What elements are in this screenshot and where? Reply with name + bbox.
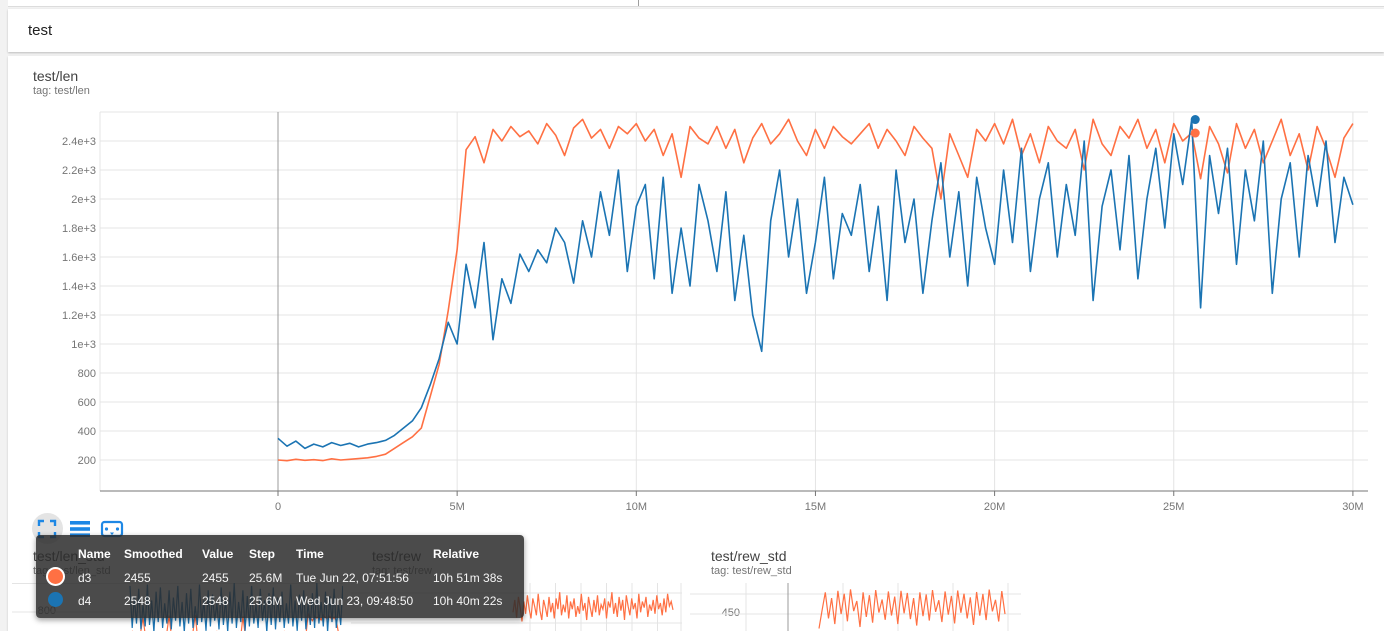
rew-std-y-tick-label: 450 <box>721 607 740 619</box>
previous-card-remnant <box>8 0 1384 7</box>
axis-tick-label: 25M <box>1163 501 1184 513</box>
axis-tick-label: 2e+3 <box>71 194 96 206</box>
axis-tick-label: 600 <box>78 397 96 409</box>
tooltip-cell-name: d3 <box>78 570 92 585</box>
tooltip-run-row: d4 2548 2548 25.6M Wed Jun 23, 09:48:50 10h 4… <box>48 589 524 612</box>
axis-tick-label: 20M <box>984 501 1005 513</box>
run-color-swatch <box>48 591 63 607</box>
series-line-d3 <box>512 592 674 622</box>
series-line-d4 <box>277 118 1354 450</box>
axis-tick-label: 2.4e+3 <box>62 136 96 148</box>
axis-tick-label: 5M <box>450 501 465 513</box>
axis-tick-label: 10M <box>626 501 647 513</box>
hover-tooltip: Name Smoothed Value Step Time Relative d3 2455 2… <box>36 535 524 618</box>
tooltip-cell-time: Tue Jun 22, 07:51:56 <box>296 570 409 585</box>
axis-tick-label: 2.2e+3 <box>62 165 96 177</box>
axis-tick-label: 0 <box>275 501 281 513</box>
tooltip-cell-value: 2455 <box>202 570 229 585</box>
chart-tag-rew-std: tag: test/rew_std <box>711 565 792 577</box>
category-title: test <box>28 22 53 39</box>
tooltip-header-time: Time <box>296 547 324 561</box>
run-color-swatch <box>48 568 63 584</box>
tooltip-header-row: Name Smoothed Value Step Time Relative <box>48 542 524 566</box>
series-line-d3 <box>818 589 1006 629</box>
previous-chart-axis-remnant <box>638 0 639 6</box>
chart-title-rew-std: test/rew_std <box>711 548 787 564</box>
tooltip-cell-relative: 10h 51m 38s <box>433 570 503 585</box>
tooltip-cell-time: Wed Jun 23, 09:48:50 <box>296 593 414 608</box>
axis-tick-label: 1.2e+3 <box>62 310 96 322</box>
main-chart-plot[interactable]: 200 400 600 800 1e+3 1.2e+3 1.4e+3 1.6e+3 1.8e+3… <box>12 110 1380 522</box>
category-header-test[interactable]: test <box>8 9 1384 52</box>
rew-std-chart-plot[interactable] <box>690 583 1021 631</box>
axis-tick-label: 1.4e+3 <box>62 281 96 293</box>
tooltip-header-name: Name <box>78 547 111 561</box>
tooltip-cell-name: d4 <box>78 593 92 608</box>
tooltip-cell-smoothed: 2548 <box>124 593 151 608</box>
tooltip-cell-step: 25.6M <box>249 570 283 585</box>
tooltip-cell-smoothed: 2455 <box>124 570 151 585</box>
axis-tick-label: 1e+3 <box>71 339 96 351</box>
axis-tick-label: 800 <box>78 368 96 380</box>
tooltip-cell-step: 25.6M <box>249 593 283 608</box>
tooltip-cell-value: 2548 <box>202 593 229 608</box>
tooltip-header-smoothed: Smoothed <box>124 547 183 561</box>
axis-tick-label: 15M <box>805 501 826 513</box>
tooltip-header-step: Step <box>249 547 276 561</box>
highlight-point-d3 <box>1190 128 1200 138</box>
axis-tick-label: 30M <box>1342 501 1363 513</box>
tooltip-run-row: d3 2455 2455 25.6M Tue Jun 22, 07:51:56 10h 5… <box>48 566 524 589</box>
axis-tick-label: 1.8e+3 <box>62 223 96 235</box>
tooltip-header-value: Value <box>202 547 234 561</box>
axis-tick-label: 400 <box>78 426 96 438</box>
axis-tick-label: 1.6e+3 <box>62 252 96 264</box>
axis-tick-label: 200 <box>78 455 96 467</box>
series-line-d3 <box>277 118 1354 462</box>
highlight-point-d4 <box>1190 115 1200 125</box>
tooltip-cell-relative: 10h 40m 22s <box>433 593 503 608</box>
tooltip-header-relative: Relative <box>433 547 480 561</box>
main-chart-title: test/len <box>33 68 79 84</box>
fit-domain-icon <box>100 520 124 538</box>
main-chart-tag: tag: test/len <box>33 85 90 97</box>
